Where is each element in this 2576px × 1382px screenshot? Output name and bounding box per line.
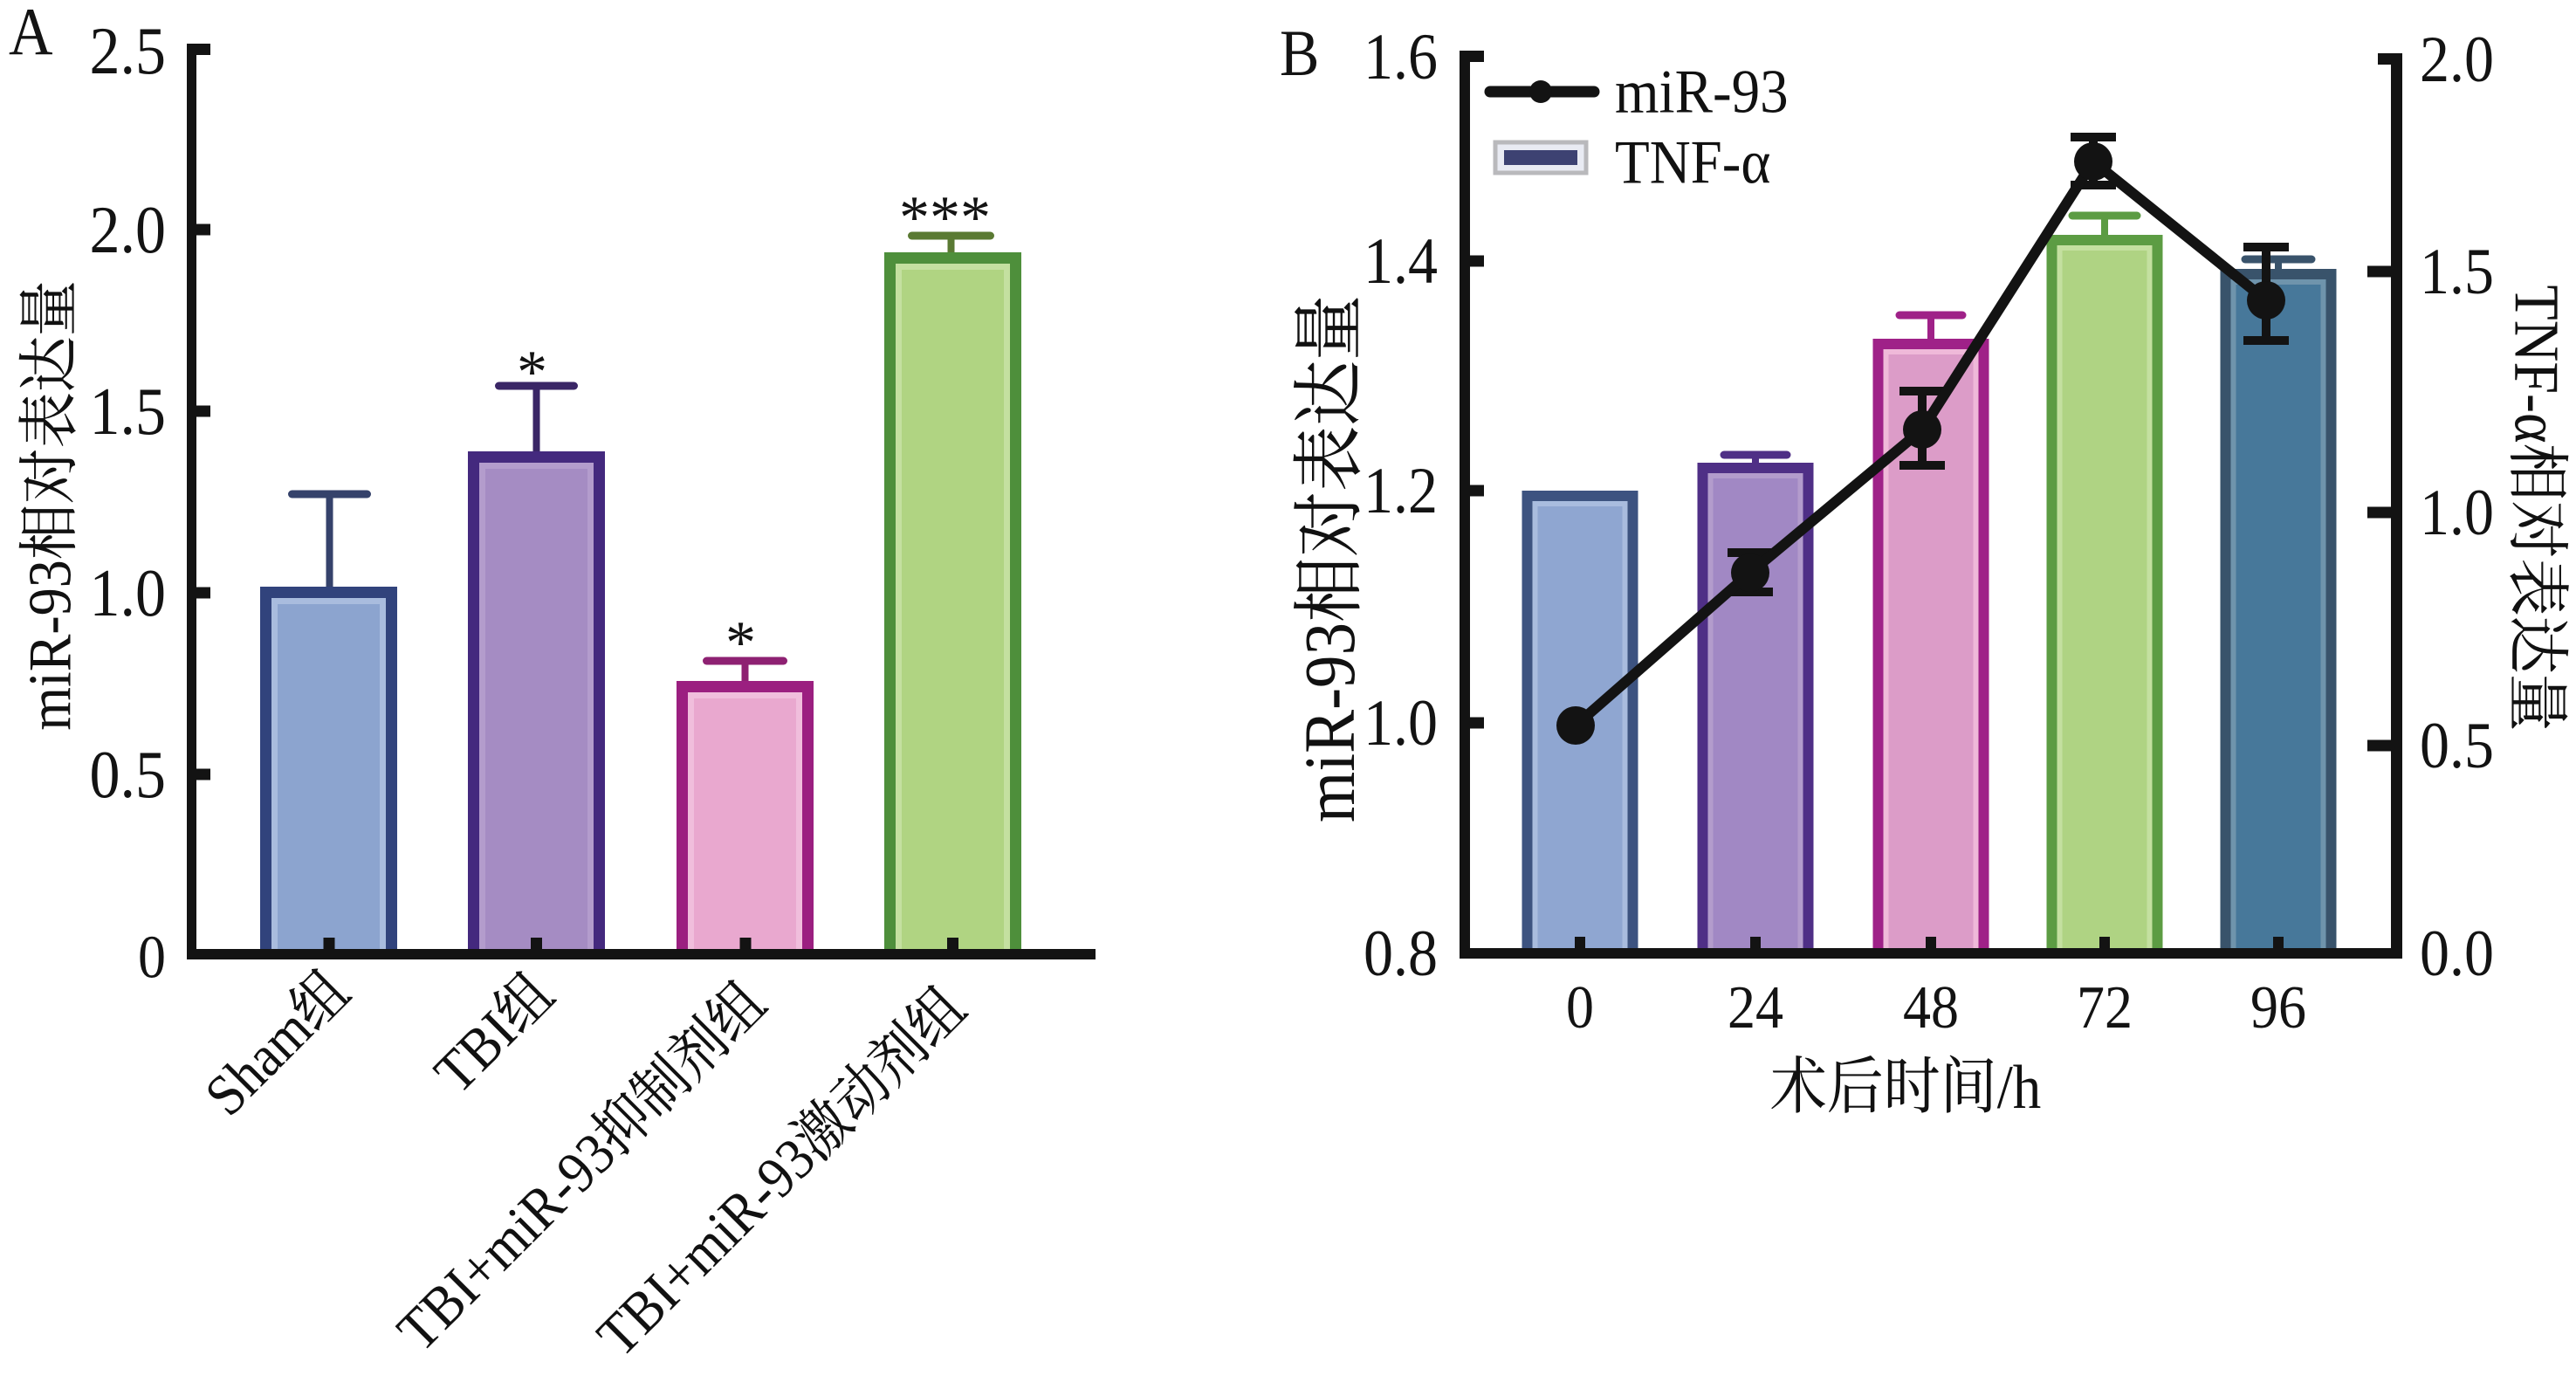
svg-text:1.0: 1.0 [2420, 477, 2494, 549]
svg-text:2.0: 2.0 [2420, 24, 2494, 96]
svg-text:1.5: 1.5 [2420, 236, 2494, 308]
svg-text:miR-93: miR-93 [1291, 622, 1370, 822]
svg-text:0.0: 0.0 [2420, 918, 2494, 990]
svg-text:1.0: 1.0 [1364, 687, 1438, 760]
svg-text:0: 0 [138, 923, 166, 991]
svg-text:*: * [517, 339, 547, 406]
svg-text:TNF-: TNF- [1615, 127, 1741, 197]
svg-text:0.5: 0.5 [2420, 710, 2494, 782]
svg-text:TNF-α: TNF-α [2501, 285, 2572, 443]
svg-text:*: * [725, 609, 756, 677]
svg-text:96: 96 [2250, 973, 2306, 1041]
svg-text:1.2: 1.2 [1364, 455, 1438, 527]
svg-text:72: 72 [2077, 973, 2133, 1041]
svg-text:1.4: 1.4 [1364, 225, 1438, 298]
svg-text:1.0: 1.0 [90, 555, 167, 630]
svg-text:0: 0 [1566, 973, 1594, 1041]
svg-text:miR-93: miR-93 [1615, 57, 1789, 127]
svg-text:0.5: 0.5 [90, 737, 167, 812]
svg-text:2.0: 2.0 [90, 192, 167, 267]
svg-text:B: B [1280, 17, 1319, 90]
svg-text:miR-93: miR-93 [16, 560, 84, 731]
svg-text:24: 24 [1728, 973, 1783, 1041]
svg-text:2.5: 2.5 [90, 13, 167, 88]
svg-text:α: α [1741, 127, 1770, 197]
svg-text:/h: /h [1997, 1052, 2042, 1122]
svg-text:1.5: 1.5 [90, 374, 167, 449]
svg-text:48: 48 [1903, 973, 1959, 1041]
svg-text:0.8: 0.8 [1364, 918, 1438, 990]
svg-text:***: *** [899, 184, 991, 251]
svg-text:A: A [9, 0, 53, 69]
svg-text:1.6: 1.6 [1364, 21, 1438, 93]
